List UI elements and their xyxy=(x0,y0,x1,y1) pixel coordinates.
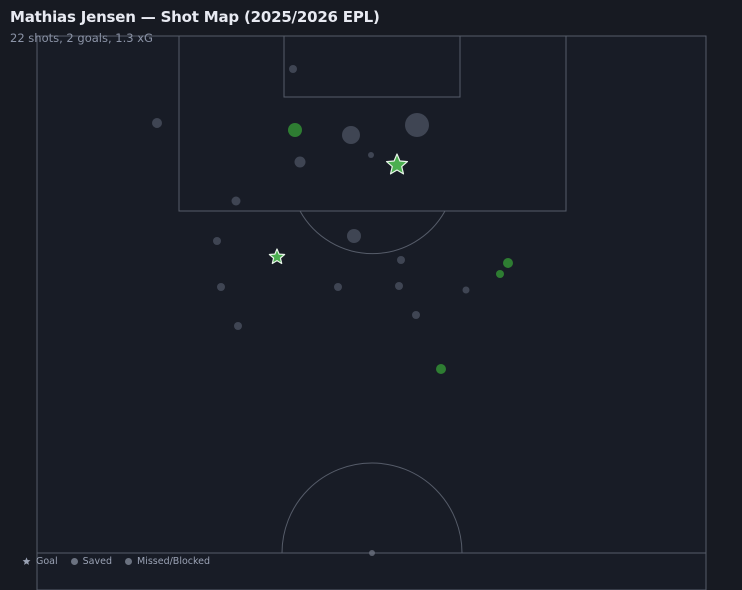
shot-marker-missed-blocked[interactable] xyxy=(342,126,360,144)
legend-item-label: Goal xyxy=(36,556,58,567)
saved-dot-icon xyxy=(70,558,78,565)
center-circle xyxy=(281,462,463,554)
center-spot xyxy=(369,550,375,556)
shot-marker-missed-blocked[interactable] xyxy=(213,237,221,245)
shot-marker-missed-blocked[interactable] xyxy=(368,152,374,158)
legend-item-saved[interactable]: Saved xyxy=(70,556,112,567)
penalty-arc xyxy=(299,210,446,255)
shot-marker-goal[interactable] xyxy=(385,153,409,175)
goal-star-icon xyxy=(22,557,31,565)
shot-marker-missed-blocked[interactable] xyxy=(289,65,297,73)
shot-marker-missed-blocked[interactable] xyxy=(405,113,429,137)
shot-marker-missed-blocked[interactable] xyxy=(397,256,405,264)
shot-marker-missed-blocked[interactable] xyxy=(231,196,241,206)
shot-marker-missed-blocked[interactable] xyxy=(462,286,470,294)
shot-marker-missed-blocked[interactable] xyxy=(152,118,162,128)
missed-dot-icon xyxy=(125,558,132,565)
shot-markers xyxy=(152,65,513,374)
shot-marker-saved[interactable] xyxy=(496,270,504,278)
legend-item-label: Missed/Blocked xyxy=(137,556,211,567)
shot-marker-missed-blocked[interactable] xyxy=(217,283,225,291)
shot-marker-saved[interactable] xyxy=(503,258,513,268)
shot-marker-missed-blocked[interactable] xyxy=(412,311,420,319)
shot-marker-missed-blocked[interactable] xyxy=(334,283,342,291)
chart-legend: Goal Saved Missed/Blocked xyxy=(22,556,210,567)
shot-marker-goal[interactable] xyxy=(268,248,286,265)
shot-marker-saved[interactable] xyxy=(436,364,446,374)
shot-marker-missed-blocked[interactable] xyxy=(395,282,403,290)
legend-item-missed-blocked[interactable]: Missed/Blocked xyxy=(125,556,210,567)
legend-item-goal[interactable]: Goal xyxy=(22,556,58,567)
shot-marker-missed-blocked[interactable] xyxy=(294,156,306,168)
six-yard-box xyxy=(283,35,461,98)
legend-item-label: Saved xyxy=(82,556,112,567)
shot-marker-saved[interactable] xyxy=(288,123,302,137)
shot-marker-missed-blocked[interactable] xyxy=(347,229,361,243)
pitch-background xyxy=(37,36,706,590)
shot-marker-missed-blocked[interactable] xyxy=(234,322,242,330)
